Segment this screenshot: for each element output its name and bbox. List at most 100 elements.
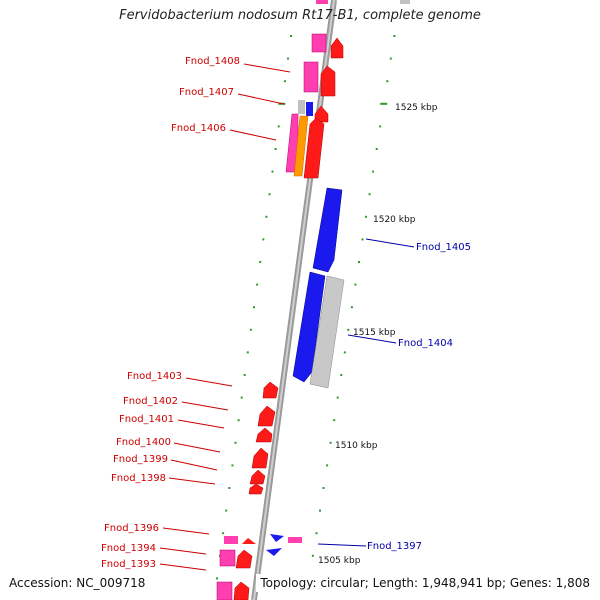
tick-mark (237, 419, 240, 422)
tick-mark (368, 193, 371, 196)
gene-arrow-forward (330, 37, 344, 59)
tick-mark (336, 396, 339, 399)
scale-label: 1525 kbp (395, 103, 438, 113)
label-leader-line (159, 563, 207, 571)
tick-mark (225, 509, 228, 512)
scale-labels: 1525 kbp 1520 kbp 1515 kbp 1510 kbp 1505… (318, 103, 438, 566)
label-leader-line (177, 419, 225, 429)
gene-label-fnod-1405: Fnod_1405 (416, 242, 471, 253)
gene-arrow-forward (262, 381, 279, 399)
gene-arrow-forward (248, 483, 264, 495)
gene-label-fnod-1396: Fnod_1396 (104, 523, 159, 534)
label-leader-line (173, 442, 221, 453)
tick-mark (380, 102, 388, 105)
label-leader-line (229, 129, 277, 141)
tick-mark (311, 554, 314, 557)
label-leader-line (170, 459, 218, 471)
genome-backbone (251, 0, 337, 600)
tick-mark (253, 306, 255, 309)
gene-label-fnod-1404: Fnod_1404 (398, 338, 453, 349)
tick-mark (379, 125, 382, 128)
gene-block-pseudo (298, 100, 305, 114)
label-leader-line (317, 543, 367, 547)
reverse-gene-labels: Fnod_1405 Fnod_1404 Fnod_1397 (317, 238, 471, 552)
tick-mark (343, 351, 346, 354)
map-title: Fervidobacterium nodosum Rt17-B1, comple… (119, 8, 481, 23)
gene-label-fnod-1406: Fnod_1406 (171, 123, 226, 134)
tick-mark (283, 80, 286, 83)
tick-mark (340, 374, 343, 376)
tick-mark (389, 57, 392, 60)
tick-mark (350, 306, 353, 309)
gene-arrow-forward (255, 427, 273, 443)
label-leader-line (181, 401, 229, 411)
tick-mark (256, 283, 259, 286)
scale-label: 1510 kbp (335, 441, 378, 451)
label-leader-line (243, 63, 291, 73)
tick-mark (393, 35, 396, 37)
gene-arrow-forward (235, 549, 253, 569)
tick-mark (361, 238, 364, 241)
tick-mark (365, 215, 367, 218)
gene-arrow-reverse (266, 548, 282, 556)
tick-mark (375, 148, 378, 150)
scale-label: 1505 kbp (318, 556, 361, 566)
gene-rna (216, 581, 233, 600)
gene-label-fnod-1407: Fnod_1407 (179, 87, 234, 98)
gene-label-fnod-1401: Fnod_1401 (119, 414, 174, 425)
gene-rna (219, 549, 236, 567)
tick-mark (268, 193, 271, 196)
tick-mark (347, 328, 350, 331)
gene-label-fnod-1400: Fnod_1400 (116, 437, 171, 448)
gene-label-fnod-1408: Fnod_1408 (185, 56, 240, 67)
tick-mark (329, 441, 332, 444)
tick-mark (262, 238, 265, 241)
gene-arrow-reverse (270, 534, 284, 542)
tick-mark (326, 464, 329, 467)
gene-rna (303, 61, 319, 93)
gene-arrow-forward (257, 405, 276, 427)
gene-arrow-forward (249, 469, 266, 485)
tick-mark (234, 441, 237, 444)
gene-arrow-reverse (312, 187, 343, 273)
tick-mark (265, 215, 268, 218)
tick-mark (222, 532, 225, 535)
tick-mark (243, 374, 246, 376)
gene-rna (316, 0, 328, 4)
tick-mark (372, 170, 375, 173)
gene-arrow-forward (303, 117, 325, 179)
gene-arrow-forward (320, 65, 336, 97)
gene-arrow-forward (242, 538, 256, 544)
tick-mark (259, 261, 262, 263)
gene-label-fnod-1402: Fnod_1402 (123, 396, 178, 407)
gene-label-fnod-1397: Fnod_1397 (367, 541, 422, 552)
forward-gene-labels: Fnod_1408 Fnod_1407 Fnod_1406 Fnod_1403 … (101, 56, 291, 571)
tick-mark (240, 396, 243, 399)
genome-summary-text: Topology: circular; Length: 1,948,941 bp… (256, 574, 594, 592)
gene-rna (224, 536, 238, 544)
scale-label: 1515 kbp (353, 328, 396, 338)
gene-block-pseudo (309, 275, 345, 389)
tick-mark (333, 419, 336, 422)
tick-mark (319, 509, 321, 512)
accession-text: Accession: NC_009718 (5, 574, 150, 592)
scale-label: 1520 kbp (373, 215, 416, 225)
label-leader-line (159, 547, 207, 555)
tick-mark (228, 487, 231, 489)
label-leader-line (168, 477, 216, 485)
tick-mark (277, 125, 280, 128)
gene-arrow-forward (233, 581, 250, 600)
label-leader-line (365, 238, 415, 248)
tick-mark (290, 35, 293, 37)
tick-mark (386, 80, 389, 83)
tick-mark (354, 283, 357, 286)
tick-mark (287, 57, 289, 60)
label-leader-line (237, 93, 285, 105)
label-leader-line (162, 527, 210, 535)
tick-mark (358, 261, 360, 263)
gene-label-fnod-1394: Fnod_1394 (101, 543, 156, 554)
label-leader-line (185, 377, 233, 387)
gene-rna (311, 33, 327, 53)
tick-mark (246, 351, 249, 354)
gene-block-pseudo (400, 0, 410, 4)
